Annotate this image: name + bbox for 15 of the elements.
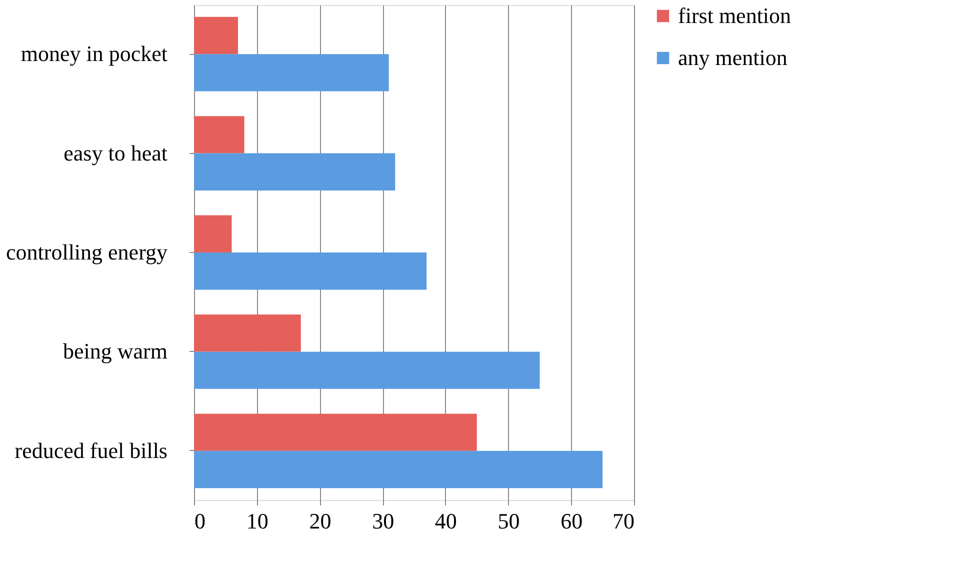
legend-label: any mention [678,45,788,70]
y-tick-label: easy to heat [64,140,168,166]
x-tick-label: 10 [246,508,268,534]
y-tick-label: money in pocket [20,41,168,66]
x-tick-label: 40 [434,508,457,534]
y-tick-label: reduced fuel bills [14,438,168,463]
x-tick-label: 20 [309,508,332,534]
y-tick-label: being warm [63,338,168,364]
x-tick-label: 60 [560,508,583,534]
x-tick-label: 50 [498,508,520,534]
y-tick-label: controlling energy [6,240,168,264]
legend-label: first mention [678,3,792,28]
x-tick-label: 30 [372,508,394,534]
x-tick-label: 0 [194,508,206,534]
x-tick-label: 70 [612,508,634,534]
